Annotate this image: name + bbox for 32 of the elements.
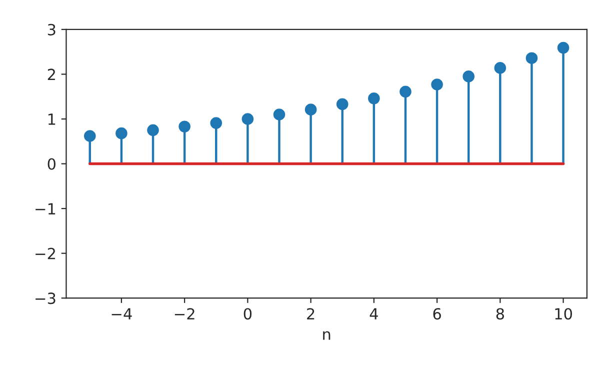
point — [431, 78, 443, 90]
point — [494, 62, 506, 74]
point — [400, 86, 412, 98]
point — [116, 127, 128, 140]
y-tick-label: 3 — [48, 24, 56, 36]
point — [84, 130, 96, 142]
y-tick-label: 0 — [48, 158, 56, 170]
point — [304, 104, 317, 116]
y-tick-label: −2 — [36, 248, 55, 260]
x-tick-label: 6 — [433, 308, 441, 320]
point — [368, 92, 380, 104]
point — [526, 52, 538, 64]
y-tick-label: −1 — [36, 203, 56, 214]
point — [210, 117, 222, 129]
x-tick-label: 8 — [496, 308, 504, 320]
x-tick-label: −2 — [174, 308, 194, 320]
y-tick-label: 2 — [48, 68, 55, 80]
y-tick-label: 1 — [48, 114, 56, 125]
point — [178, 120, 190, 132]
y-tick-label: −3 — [36, 292, 56, 304]
point — [242, 113, 254, 125]
x-tick-label: 0 — [244, 308, 252, 320]
point — [273, 108, 286, 120]
x-tick-label: 4 — [370, 308, 378, 320]
point — [462, 70, 475, 82]
x-tick-label: 2 — [307, 308, 314, 320]
point — [147, 124, 159, 136]
point — [336, 98, 348, 110]
x-tick-label: 10 — [555, 308, 572, 320]
x-axis-title: n — [323, 331, 330, 340]
x-tick-label: −4 — [112, 308, 132, 320]
point — [557, 42, 570, 54]
